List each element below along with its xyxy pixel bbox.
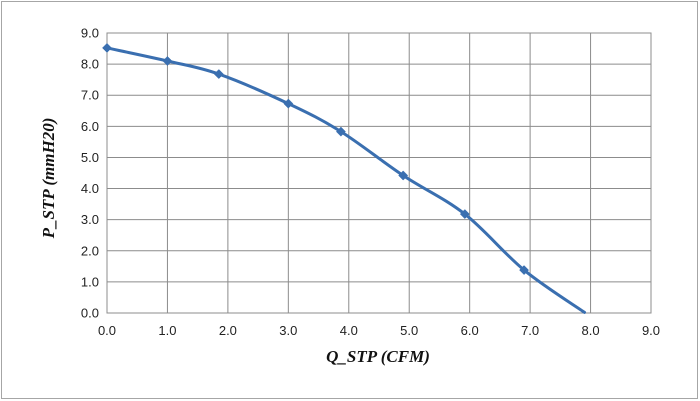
data-point-marker xyxy=(102,42,112,53)
y-tick-label: 2.0 xyxy=(81,243,99,258)
x-tick-label: 1.0 xyxy=(158,323,176,338)
x-tick-label: 8.0 xyxy=(582,323,600,338)
y-tick-label: 8.0 xyxy=(81,57,99,72)
x-tick-label: 9.0 xyxy=(642,323,660,338)
series-line xyxy=(105,46,587,314)
x-axis-title: Q_STP (CFM) xyxy=(326,347,430,366)
tick-labels: 0.0 1.0 2.0 3.0 4.0 5.0 6.0 7.0 8.0 9.0 0.0 1.0 2.0 3… xyxy=(81,26,660,339)
y-tick-label: 5.0 xyxy=(81,150,99,165)
data-point-marker xyxy=(519,265,530,276)
plot-area-border xyxy=(106,32,652,314)
x-tick-label: 5.0 xyxy=(400,323,418,338)
y-tick-label: 4.0 xyxy=(81,181,99,196)
x-tick-label: 2.0 xyxy=(219,323,237,338)
x-tick-label: 3.0 xyxy=(279,323,297,338)
grid xyxy=(106,32,652,314)
y-tick-label: 1.0 xyxy=(81,274,99,289)
y-tick-label: 3.0 xyxy=(81,212,99,227)
x-tick-label: 4.0 xyxy=(340,323,358,338)
data-point-marker xyxy=(459,209,470,220)
y-axis-title: P_STP (mmH20) xyxy=(39,118,58,240)
y-tick-label: 0.0 xyxy=(81,306,99,321)
data-point-marker xyxy=(162,56,173,66)
y-tick-label: 7.0 xyxy=(81,88,99,103)
x-tick-label: 0.0 xyxy=(98,323,116,338)
series xyxy=(102,42,587,314)
x-tick-label: 6.0 xyxy=(461,323,479,338)
data-point-marker xyxy=(398,170,409,181)
data-point-marker xyxy=(213,69,224,80)
y-tick-label: 6.0 xyxy=(81,119,99,134)
x-tick-label: 7.0 xyxy=(521,323,539,338)
data-point-marker xyxy=(283,98,294,109)
data-point-marker xyxy=(335,126,346,137)
y-tick-label: 9.0 xyxy=(81,26,99,41)
